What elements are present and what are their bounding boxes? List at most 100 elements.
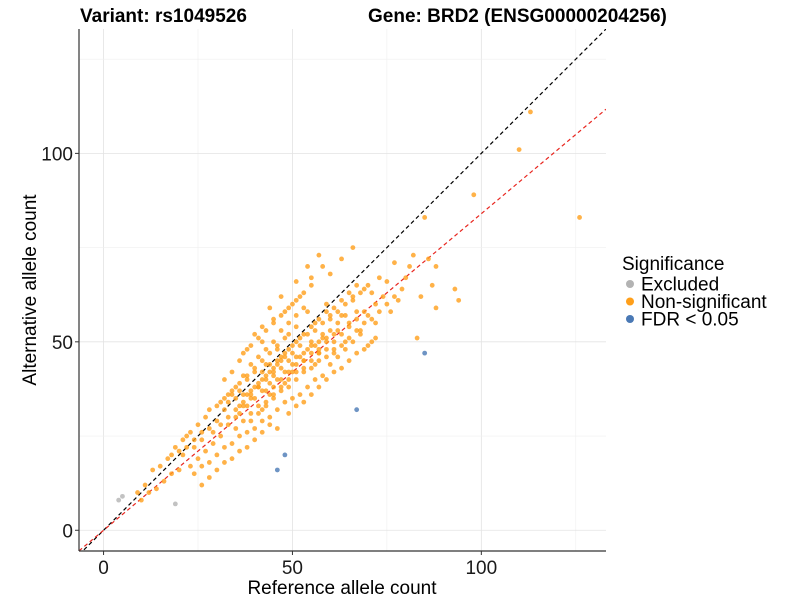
- point-non-significant: [293, 279, 299, 284]
- point-non-significant: [339, 343, 344, 348]
- point-non-significant: [278, 313, 284, 318]
- legend-key-non-significant: [626, 297, 634, 306]
- point-non-significant: [222, 395, 227, 401]
- point-non-significant: [301, 369, 307, 375]
- point-non-significant: [399, 286, 405, 292]
- point-non-significant: [286, 320, 292, 326]
- point-non-significant: [339, 331, 344, 337]
- point-non-significant: [316, 339, 322, 345]
- point-non-significant: [282, 335, 288, 341]
- point-non-significant: [301, 331, 307, 337]
- point-non-significant: [278, 365, 284, 371]
- point-non-significant: [286, 331, 292, 337]
- point-non-significant: [308, 358, 314, 364]
- point-non-significant: [350, 294, 356, 299]
- point-non-significant: [327, 328, 333, 333]
- point-non-significant: [354, 316, 360, 322]
- point-non-significant: [267, 422, 273, 428]
- point-non-significant: [312, 343, 318, 348]
- point-non-significant: [237, 388, 242, 394]
- point-non-significant: [252, 437, 258, 443]
- point-non-significant: [426, 256, 431, 262]
- point-non-significant: [354, 328, 360, 333]
- point-non-significant: [256, 403, 261, 409]
- point-non-significant: [290, 369, 295, 375]
- point-excluded: [116, 497, 122, 503]
- point-non-significant: [214, 403, 220, 409]
- point-non-significant: [256, 335, 261, 341]
- reference-lines: [79, 29, 606, 551]
- point-non-significant: [452, 286, 458, 292]
- point-fdr-0-05: [274, 467, 280, 473]
- point-non-significant: [293, 354, 299, 360]
- point-non-significant: [229, 456, 235, 462]
- point-non-significant: [290, 301, 295, 307]
- point-non-significant: [392, 294, 397, 299]
- point-non-significant: [214, 467, 220, 473]
- point-non-significant: [282, 369, 288, 375]
- point-non-significant: [282, 354, 288, 360]
- point-non-significant: [293, 377, 299, 382]
- point-non-significant: [271, 395, 276, 401]
- point-non-significant: [210, 429, 216, 435]
- point-non-significant: [320, 331, 326, 337]
- point-non-significant: [274, 377, 280, 382]
- point-non-significant: [422, 215, 428, 220]
- reference-line-identity: [81, 29, 606, 551]
- point-non-significant: [305, 384, 310, 390]
- point-non-significant: [342, 313, 348, 318]
- y-axis-label: Alternative allele count: [20, 194, 41, 386]
- point-non-significant: [418, 294, 424, 299]
- point-non-significant: [237, 403, 242, 409]
- point-non-significant: [316, 316, 322, 322]
- point-non-significant: [577, 215, 582, 220]
- point-non-significant: [237, 433, 242, 439]
- legend-label-non-significant: Non-significant: [641, 292, 767, 313]
- point-non-significant: [320, 264, 326, 269]
- point-non-significant: [195, 456, 201, 462]
- point-non-significant: [312, 320, 318, 326]
- point-non-significant: [297, 354, 303, 360]
- point-non-significant: [169, 471, 174, 477]
- point-non-significant: [240, 399, 246, 405]
- point-non-significant: [271, 316, 276, 322]
- y-tick-label: 100: [41, 144, 73, 165]
- point-non-significant: [342, 346, 348, 352]
- point-non-significant: [327, 316, 333, 322]
- point-non-significant: [373, 320, 378, 326]
- point-non-significant: [308, 282, 314, 288]
- point-non-significant: [528, 109, 533, 115]
- point-non-significant: [286, 411, 292, 416]
- point-non-significant: [361, 309, 367, 315]
- point-non-significant: [259, 418, 265, 424]
- point-non-significant: [308, 275, 314, 281]
- point-non-significant: [301, 365, 307, 371]
- point-non-significant: [335, 320, 341, 326]
- point-non-significant: [331, 350, 337, 356]
- point-non-significant: [225, 392, 231, 397]
- point-non-significant: [305, 264, 310, 269]
- point-non-significant: [244, 373, 250, 379]
- point-non-significant: [395, 297, 401, 303]
- point-non-significant: [214, 452, 220, 458]
- point-non-significant: [248, 392, 254, 397]
- point-non-significant: [259, 429, 265, 435]
- point-non-significant: [274, 362, 280, 367]
- point-non-significant: [271, 320, 276, 326]
- grid-lines: [79, 29, 606, 551]
- point-non-significant: [414, 335, 420, 341]
- point-non-significant: [301, 305, 307, 311]
- point-non-significant: [297, 294, 303, 299]
- point-non-significant: [274, 407, 280, 413]
- legend-label-excluded: Excluded: [641, 275, 719, 296]
- point-non-significant: [274, 343, 280, 348]
- point-non-significant: [354, 282, 360, 288]
- point-non-significant: [267, 362, 273, 367]
- point-non-significant: [252, 384, 258, 390]
- point-non-significant: [252, 369, 258, 375]
- point-non-significant: [282, 350, 288, 356]
- point-non-significant: [354, 309, 360, 315]
- chart-title-variant: Variant: rs1049526: [80, 6, 247, 27]
- point-non-significant: [206, 426, 212, 431]
- point-non-significant: [237, 411, 242, 416]
